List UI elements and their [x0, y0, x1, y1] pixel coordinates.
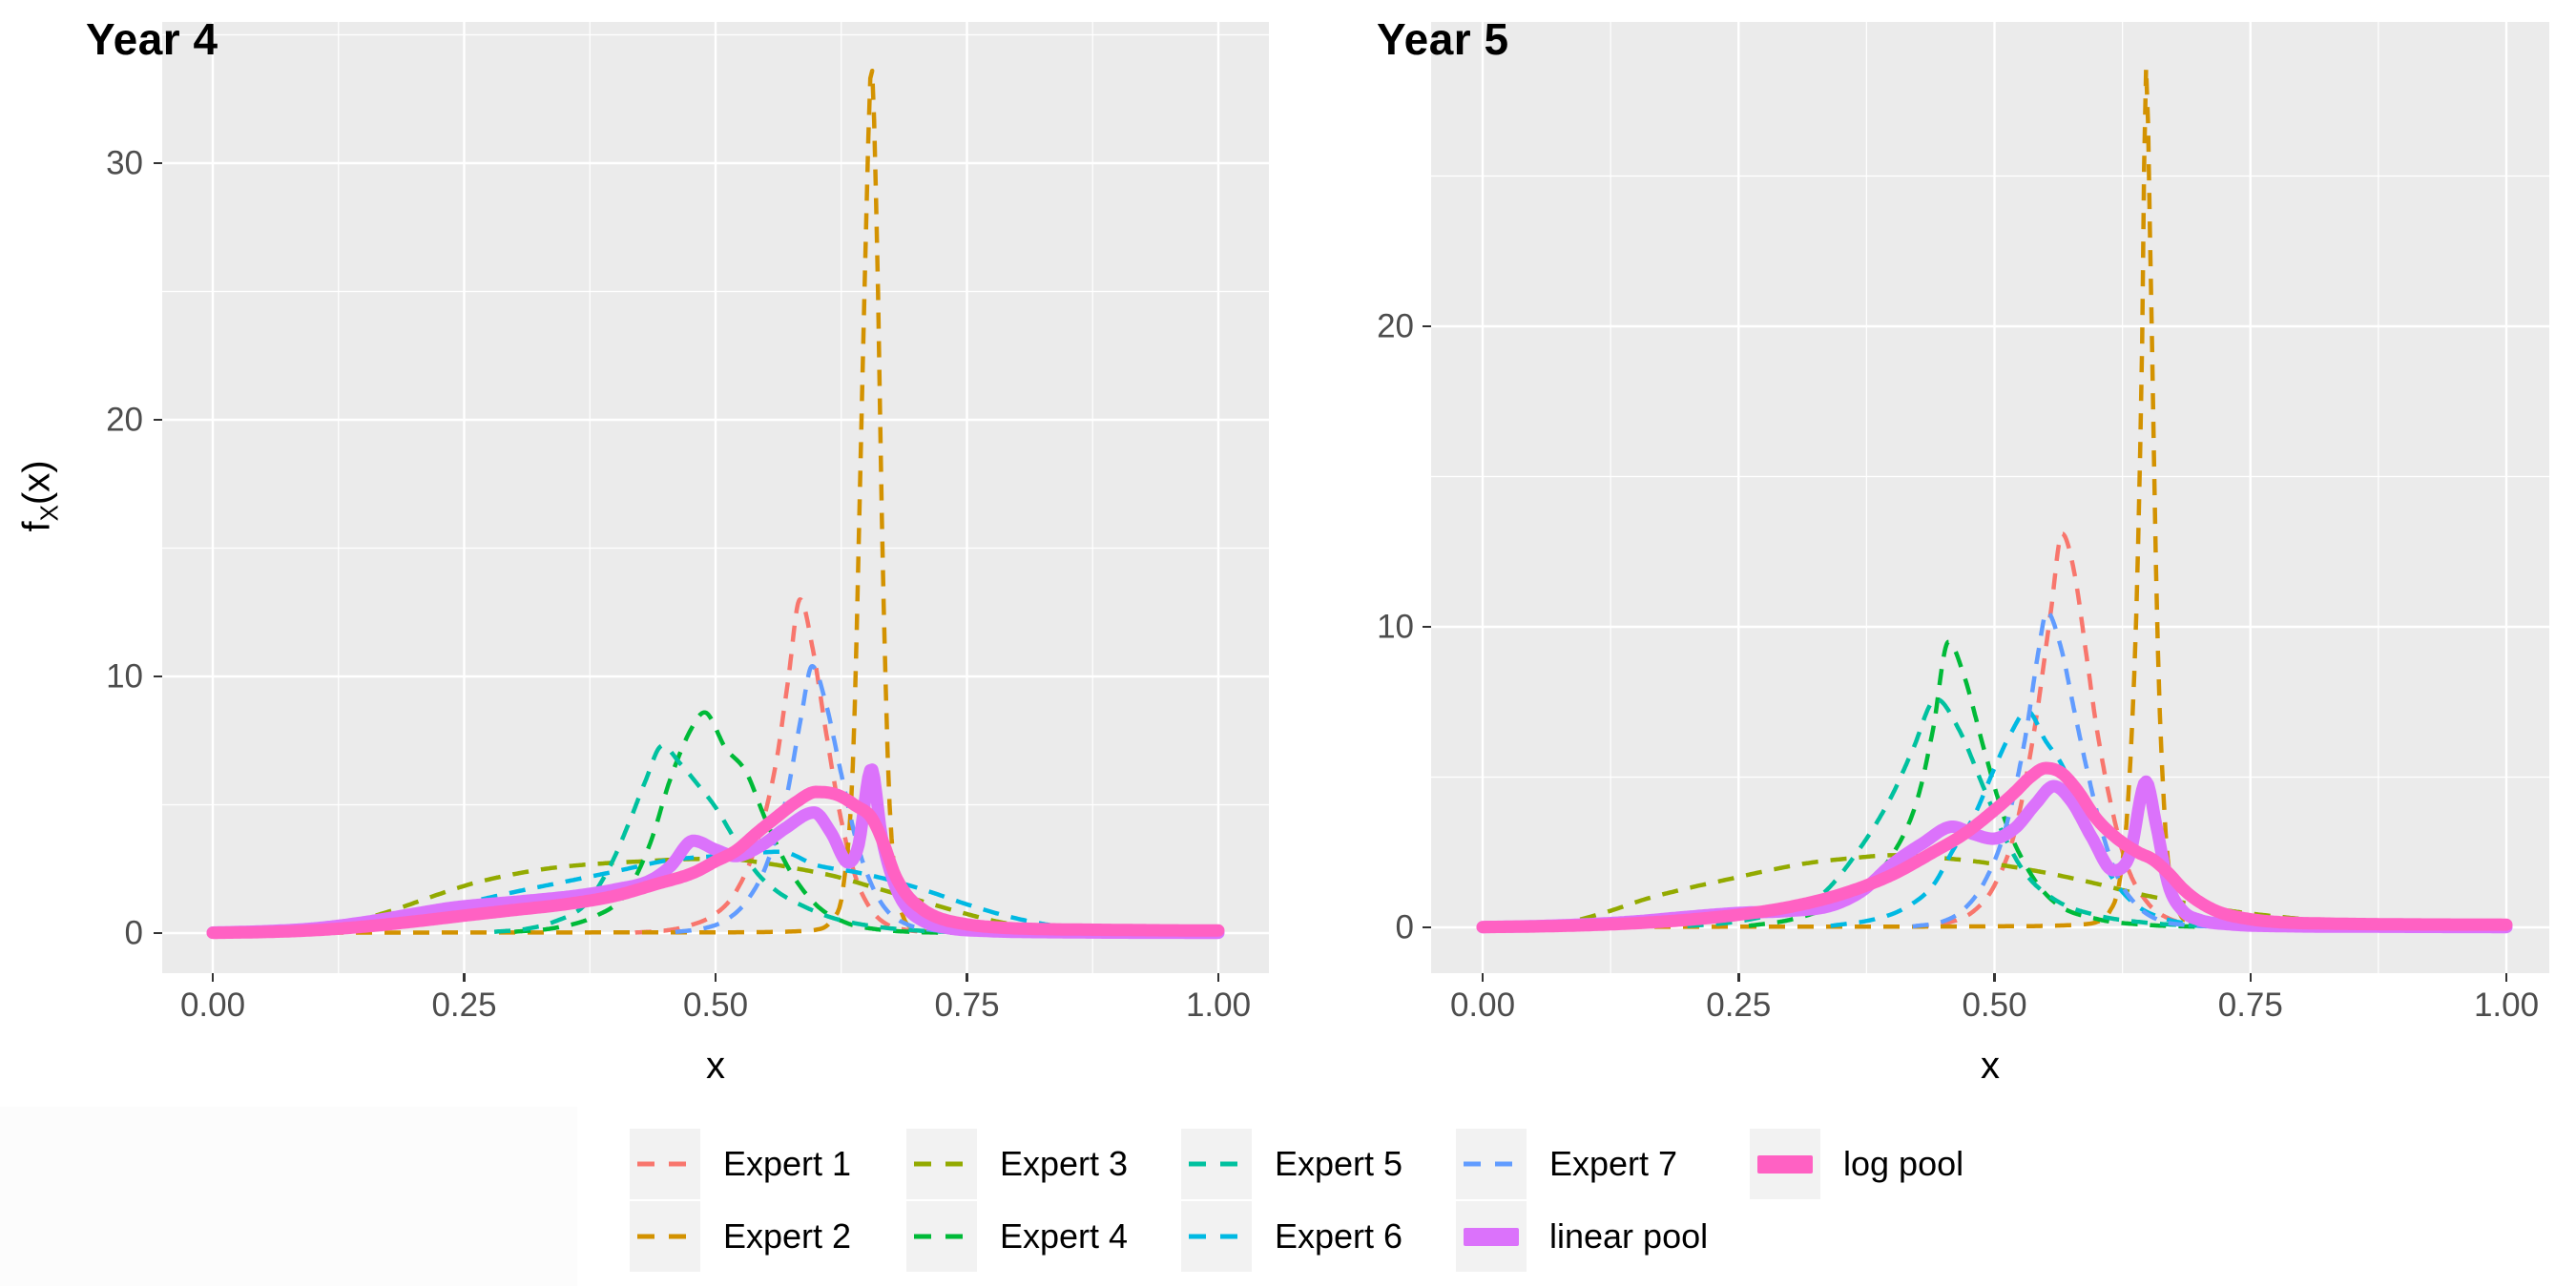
- dashed-line-icon: [914, 1234, 969, 1239]
- y-tick-mark: [154, 161, 162, 165]
- legend-swatch: [1757, 1155, 1813, 1174]
- x-tick-label: 0.50: [1962, 987, 2027, 1024]
- dashed-line-icon: [1189, 1161, 1244, 1167]
- x-tick-mark: [463, 973, 466, 982]
- x-tick-label: 0.00: [179, 987, 246, 1024]
- legend-key-log-pool: [1750, 1129, 1820, 1199]
- thick-line-icon: [1757, 1155, 1813, 1174]
- legend-label-linear-pool: linear pool: [1549, 1216, 1709, 1256]
- x-tick-label: 0.75: [934, 987, 1000, 1024]
- legend-swatch: [1464, 1228, 1519, 1246]
- y-tick-mark: [154, 418, 162, 422]
- legend-label-expert-4: Expert 4: [1000, 1216, 1129, 1256]
- x-tick-label: 0.25: [1706, 987, 1772, 1024]
- y-tick-label: 30: [106, 144, 143, 182]
- legend-key-expert-1: [630, 1129, 700, 1199]
- x-tick-mark: [1481, 973, 1485, 982]
- y-tick-label: 0: [124, 914, 143, 952]
- x-axis-title-right: x: [1981, 1045, 2000, 1087]
- legend-key-expert-4: [906, 1201, 977, 1272]
- dashed-line-icon: [914, 1161, 969, 1167]
- y-tick-mark: [1423, 925, 1431, 929]
- y-tick-mark: [1423, 324, 1431, 328]
- x-tick-mark: [966, 973, 968, 982]
- legend-key-expert-6: [1181, 1201, 1252, 1272]
- legend-label-expert-1: Expert 1: [723, 1144, 852, 1183]
- panel-background: [1431, 22, 2549, 973]
- y-tick-mark: [154, 931, 162, 935]
- series-expert-4: [1747, 639, 2201, 929]
- plot-title-year4: Year 4: [86, 14, 218, 64]
- y-tick-mark: [1423, 625, 1431, 629]
- legend-key-expert-2: [630, 1201, 700, 1272]
- x-axis-title-left: x: [706, 1045, 725, 1087]
- legend-label-expert-6: Expert 6: [1275, 1216, 1403, 1256]
- dashed-line-icon: [637, 1161, 693, 1167]
- y-axis-title: fX(x): [16, 460, 65, 531]
- panel-year-5: [1431, 22, 2549, 973]
- y-tick-label: 10: [106, 657, 143, 696]
- legend-label-expert-3: Expert 3: [1000, 1144, 1129, 1183]
- legend-label-log-pool: log pool: [1843, 1144, 1964, 1183]
- background-block: [0, 1107, 577, 1286]
- x-tick-label: 0.00: [1449, 987, 1516, 1024]
- dashed-line-icon: [1189, 1234, 1244, 1239]
- y-axis-title-f: f: [15, 521, 58, 532]
- y-axis-title-sub: X: [34, 505, 64, 522]
- y-tick-label: 20: [106, 401, 143, 439]
- x-tick-label: 1.00: [2473, 987, 2540, 1024]
- dashed-line-icon: [637, 1234, 693, 1239]
- x-tick-mark: [2249, 973, 2253, 982]
- x-tick-mark: [1737, 973, 1740, 982]
- x-tick-label: 0.75: [2217, 987, 2283, 1024]
- legend-label-expert-7: Expert 7: [1549, 1144, 1678, 1183]
- legend-key-expert-3: [906, 1129, 977, 1199]
- plot-title-year5: Year 5: [1377, 14, 1509, 64]
- series-log-pool: [1476, 761, 2513, 934]
- y-tick-label: 20: [1377, 307, 1414, 345]
- legend-key-expert-5: [1181, 1129, 1252, 1199]
- x-tick-label: 0.25: [431, 987, 497, 1024]
- y-axis-title-arg: (x): [15, 460, 58, 506]
- legend-key-linear-pool: [1456, 1201, 1527, 1272]
- series-expert-4: [512, 710, 968, 935]
- x-tick-mark: [714, 973, 717, 982]
- x-tick-mark: [1993, 973, 1996, 982]
- series-expert-1: [634, 597, 939, 935]
- x-tick-mark: [211, 973, 215, 982]
- legend-label-expert-5: Expert 5: [1275, 1144, 1403, 1183]
- x-tick-mark: [2504, 973, 2508, 982]
- series-expert-7: [1911, 610, 2232, 929]
- legend-key-expert-7: [1456, 1129, 1527, 1199]
- y-tick-mark: [154, 675, 162, 678]
- thick-line-icon: [1464, 1228, 1519, 1246]
- x-tick-label: 1.00: [1185, 987, 1252, 1024]
- y-tick-label: 0: [1395, 908, 1414, 946]
- x-tick-label: 0.50: [682, 987, 749, 1024]
- series-log-pool: [206, 785, 1225, 940]
- panel-year-4: [162, 22, 1269, 973]
- x-tick-mark: [1216, 973, 1220, 982]
- legend-label-expert-2: Expert 2: [723, 1216, 852, 1256]
- dashed-line-icon: [1464, 1161, 1519, 1167]
- y-tick-label: 10: [1377, 608, 1414, 646]
